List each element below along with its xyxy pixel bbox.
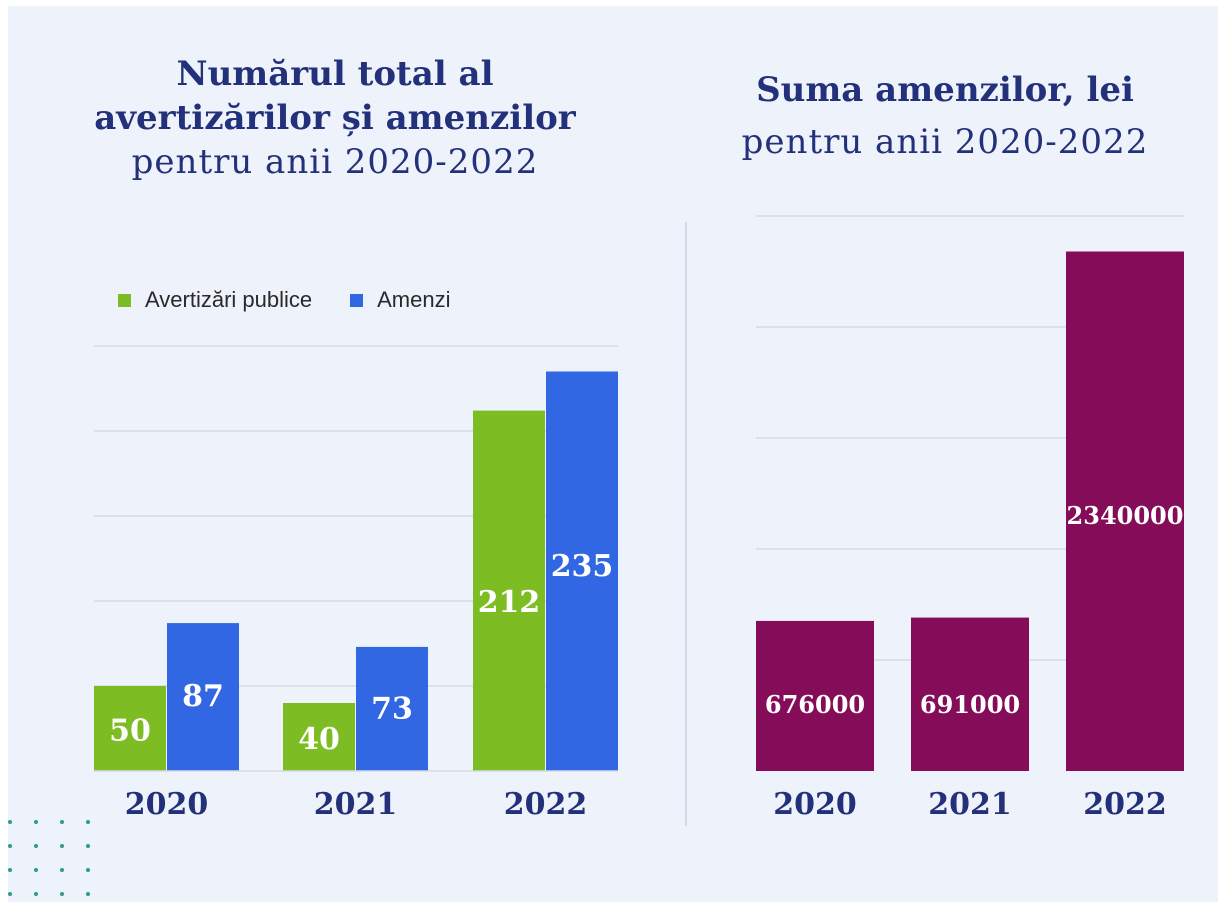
bar-value-label: 73 (371, 691, 413, 726)
decorative-dot (34, 892, 38, 896)
bar-value-label: 40 (298, 722, 340, 757)
decorative-dot (60, 892, 64, 896)
x-tick-label: 2022 (504, 787, 588, 822)
right-title-line1: Suma amenzilor, lei (756, 70, 1134, 110)
legend-item-warnings: Avertizări publice (118, 287, 312, 313)
bar-value-label: 2340000 (1067, 501, 1184, 530)
bar-fines-2020 (167, 623, 239, 771)
legend-swatch-blue (350, 293, 364, 307)
x-tick-label: 2022 (1083, 787, 1167, 822)
left-title-line3: pentru anii 2020-2022 (131, 142, 539, 182)
decorative-dot (34, 868, 38, 872)
bar-warnings-2020 (94, 686, 166, 771)
bar-value-label: 212 (478, 585, 541, 620)
decorative-dot (8, 844, 12, 848)
bar-value-label: 691000 (920, 690, 1020, 719)
left-chart-title: Numărul total al avertizărilor și amenzi… (40, 52, 630, 184)
legend: Avertizări publice Amenzi (118, 284, 450, 316)
decorative-dot (60, 868, 64, 872)
legend-label-fines: Amenzi (377, 287, 451, 312)
left-title-line2: avertizărilor și amenzilor (94, 98, 576, 138)
decorative-dot (60, 820, 64, 824)
bar-fines-sum-2022 (1066, 251, 1184, 771)
decorative-dot (34, 820, 38, 824)
x-tick-label: 2020 (773, 787, 857, 822)
x-tick-label: 2020 (125, 787, 209, 822)
decorative-dot (60, 844, 64, 848)
decorative-dot (8, 892, 12, 896)
bar-fines-sum-2020 (756, 620, 874, 771)
bar-value-label: 87 (182, 679, 224, 714)
legend-label-warnings: Avertizări publice (145, 287, 313, 312)
right-chart-title: Suma amenzilor, lei pentru anii 2020-202… (690, 68, 1200, 164)
decorative-dot (8, 868, 12, 872)
x-tick-label: 2021 (314, 787, 398, 822)
legend-swatch-green (118, 293, 131, 307)
bar-fines-2021 (356, 646, 428, 771)
decorative-dot (86, 844, 90, 848)
decorative-dot (86, 820, 90, 824)
bar-fines-2022 (546, 371, 618, 771)
chart-divider (685, 222, 687, 826)
right-title-line2: pentru anii 2020-2022 (741, 122, 1149, 162)
bar-warnings-2021 (283, 703, 355, 771)
bar-fines-sum-2021 (911, 617, 1029, 771)
decorative-dot (8, 820, 12, 824)
left-title-line1: Numărul total al (176, 54, 494, 94)
decorative-dot (34, 844, 38, 848)
decorative-dot (86, 892, 90, 896)
decorative-dot (86, 868, 90, 872)
bar-warnings-2022 (473, 410, 545, 771)
legend-item-fines: Amenzi (350, 287, 450, 313)
bar-value-label: 676000 (765, 690, 865, 719)
bar-value-label: 235 (551, 549, 614, 584)
x-tick-label: 2021 (928, 787, 1012, 822)
bar-value-label: 50 (109, 714, 151, 749)
